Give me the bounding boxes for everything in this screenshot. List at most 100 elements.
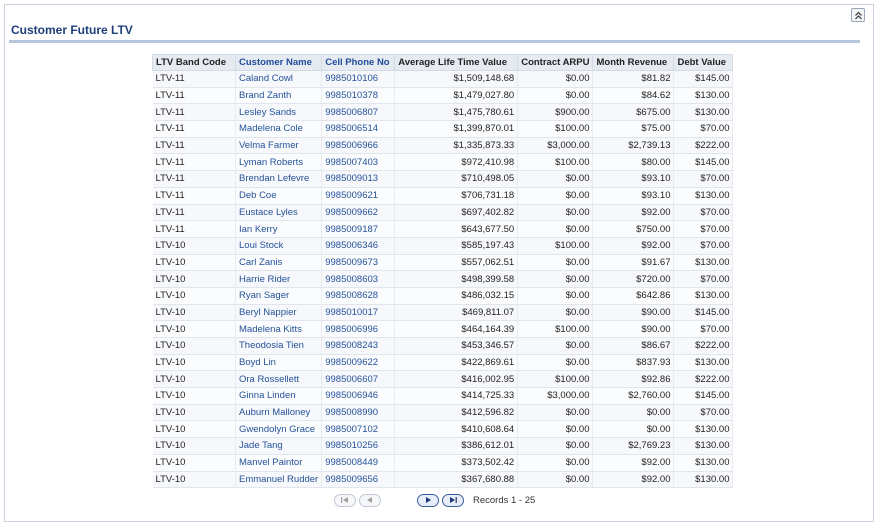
table-row: LTV-10 Auburn Malloney 9985008990 $412,596.… — [152, 404, 734, 422]
cell-cell-phone-no[interactable]: 9985009013 — [321, 170, 396, 188]
table-row: LTV-11 Brendan Lefevre 9985009013 $710,498.… — [152, 170, 734, 188]
cell-ltv-band-code: LTV-11 — [152, 137, 236, 155]
collapse-button[interactable] — [851, 8, 865, 22]
next-page-button[interactable] — [417, 493, 439, 507]
cell-ltv-band-code: LTV-11 — [152, 120, 236, 138]
cell-cell-phone-no[interactable]: 9985007403 — [321, 153, 396, 172]
cell-contract-arpu: $100.00 — [517, 370, 594, 389]
cell-month-revenue: $75.00 — [592, 120, 675, 138]
cell-cell-phone-no[interactable]: 9985006966 — [321, 137, 396, 155]
cell-customer-name[interactable]: Boyd Lin — [235, 354, 323, 372]
cell-cell-phone-no[interactable]: 9985006514 — [321, 120, 396, 138]
cell-ltv-band-code: LTV-10 — [152, 270, 236, 288]
cell-average-life-time-value: $410,608.64 — [394, 420, 519, 439]
cell-customer-name[interactable]: Carl Zanis — [235, 254, 323, 272]
cell-customer-name[interactable]: Brand Zanth — [235, 87, 323, 105]
cell-customer-name[interactable]: Manvel Paintor — [235, 454, 323, 472]
cell-cell-phone-no[interactable]: 9985009673 — [321, 254, 396, 272]
cell-cell-phone-no[interactable]: 9985008243 — [321, 337, 396, 355]
cell-customer-name[interactable]: Theodosia Tien — [235, 337, 323, 355]
col-header-debt-value[interactable]: Debt Value — [673, 54, 734, 71]
cell-customer-name[interactable]: Ora Rossellett — [235, 370, 323, 389]
table-row: LTV-11 Velma Farmer 9985006966 $1,335,873.3… — [152, 137, 734, 155]
cell-cell-phone-no[interactable]: 9985010017 — [321, 304, 396, 322]
cell-customer-name[interactable]: Loui Stock — [235, 237, 323, 255]
cell-cell-phone-no[interactable]: 9985009187 — [321, 220, 396, 238]
cell-cell-phone-no[interactable]: 9985006346 — [321, 237, 396, 255]
cell-ltv-band-code: LTV-10 — [152, 437, 236, 455]
cell-cell-phone-no[interactable]: 9985009662 — [321, 204, 396, 222]
cell-customer-name[interactable]: Gwendolyn Grace — [235, 420, 323, 439]
cell-ltv-band-code: LTV-10 — [152, 387, 236, 405]
cell-contract-arpu: $3,000.00 — [517, 137, 594, 155]
cell-customer-name[interactable]: Ginna Linden — [235, 387, 323, 405]
cell-customer-name[interactable]: Lesley Sands — [235, 103, 323, 122]
cell-customer-name[interactable]: Deb Coe — [235, 187, 323, 205]
cell-customer-name[interactable]: Jade Tang — [235, 437, 323, 455]
cell-cell-phone-no[interactable]: 9985006946 — [321, 387, 396, 405]
cell-customer-name[interactable]: Madelena Kitts — [235, 320, 323, 338]
cell-customer-name[interactable]: Eustace Lyles — [235, 204, 323, 222]
cell-debt-value: $130.00 — [673, 254, 734, 272]
last-page-button[interactable] — [442, 493, 464, 507]
cell-customer-name[interactable]: Emmanuel Rudder — [235, 471, 323, 489]
col-header-contract-arpu[interactable]: Contract ARPU — [517, 54, 594, 71]
cell-customer-name[interactable]: Auburn Malloney — [235, 404, 323, 422]
cell-customer-name[interactable]: Caland Cowl — [235, 70, 323, 88]
cell-cell-phone-no[interactable]: 9985007102 — [321, 420, 396, 439]
cell-ltv-band-code: LTV-10 — [152, 471, 236, 489]
cell-average-life-time-value: $416,002.95 — [394, 370, 519, 389]
cell-month-revenue: $2,760.00 — [592, 387, 675, 405]
cell-month-revenue: $642.86 — [592, 287, 675, 305]
cell-customer-name[interactable]: Ian Kerry — [235, 220, 323, 238]
previous-page-button[interactable] — [359, 493, 381, 507]
cell-customer-name[interactable]: Lyman Roberts — [235, 153, 323, 172]
cell-cell-phone-no[interactable]: 9985008628 — [321, 287, 396, 305]
cell-average-life-time-value: $706,731.18 — [394, 187, 519, 205]
first-page-button[interactable] — [334, 493, 356, 507]
cell-cell-phone-no[interactable]: 9985010106 — [321, 70, 396, 88]
cell-customer-name[interactable]: Harrie Rider — [235, 270, 323, 288]
col-header-cell-phone-no[interactable]: Cell Phone No — [321, 54, 396, 71]
cell-cell-phone-no[interactable]: 9985009656 — [321, 471, 396, 489]
cell-average-life-time-value: $464,164.39 — [394, 320, 519, 338]
table-row: LTV-10 Theodosia Tien 9985008243 $453,346.5… — [152, 337, 734, 355]
cell-ltv-band-code: LTV-11 — [152, 87, 236, 105]
cell-cell-phone-no[interactable]: 9985006607 — [321, 370, 396, 389]
cell-month-revenue: $750.00 — [592, 220, 675, 238]
cell-cell-phone-no[interactable]: 9985006807 — [321, 103, 396, 122]
cell-contract-arpu: $100.00 — [517, 153, 594, 172]
col-header-ltv-band-code[interactable]: LTV Band Code — [152, 54, 236, 71]
cell-customer-name[interactable]: Beryl Nappier — [235, 304, 323, 322]
cell-average-life-time-value: $697,402.82 — [394, 204, 519, 222]
ltv-table: LTV Band Code Customer Name Cell Phone N… — [152, 54, 734, 489]
cell-ltv-band-code: LTV-11 — [152, 153, 236, 172]
cell-cell-phone-no[interactable]: 9985008990 — [321, 404, 396, 422]
table-row: LTV-10 Ryan Sager 9985008628 $486,032.15 $0.… — [152, 287, 734, 305]
cell-cell-phone-no[interactable]: 9985009621 — [321, 187, 396, 205]
cell-cell-phone-no[interactable]: 9985006996 — [321, 320, 396, 338]
chevron-up-double-icon — [854, 11, 862, 19]
cell-cell-phone-no[interactable]: 9985008603 — [321, 270, 396, 288]
cell-ltv-band-code: LTV-10 — [152, 254, 236, 272]
cell-cell-phone-no[interactable]: 9985010256 — [321, 437, 396, 455]
cell-cell-phone-no[interactable]: 9985010378 — [321, 87, 396, 105]
cell-customer-name[interactable]: Velma Farmer — [235, 137, 323, 155]
table-row: LTV-10 Manvel Paintor 9985008449 $373,502.4… — [152, 454, 734, 472]
cell-cell-phone-no[interactable]: 9985008449 — [321, 454, 396, 472]
cell-debt-value: $70.00 — [673, 204, 734, 222]
cell-contract-arpu: $0.00 — [517, 420, 594, 439]
cell-average-life-time-value: $1,475,780.61 — [394, 103, 519, 122]
cell-customer-name[interactable]: Ryan Sager — [235, 287, 323, 305]
cell-debt-value: $222.00 — [673, 337, 734, 355]
col-header-customer-name[interactable]: Customer Name — [234, 54, 323, 71]
cell-contract-arpu: $0.00 — [517, 170, 594, 188]
col-header-month-revenue[interactable]: Month Revenue — [592, 54, 675, 71]
cell-cell-phone-no[interactable]: 9985009622 — [321, 354, 396, 372]
cell-customer-name[interactable]: Madelena Cole — [235, 120, 323, 138]
table-row: LTV-11 Lyman Roberts 9985007403 $972,410.98… — [152, 153, 734, 172]
col-header-average-life-time-value[interactable]: Average Life Time Value — [394, 54, 519, 71]
title-divider — [9, 40, 860, 43]
cell-month-revenue: $837.93 — [592, 354, 675, 372]
cell-customer-name[interactable]: Brendan Lefevre — [235, 170, 323, 188]
